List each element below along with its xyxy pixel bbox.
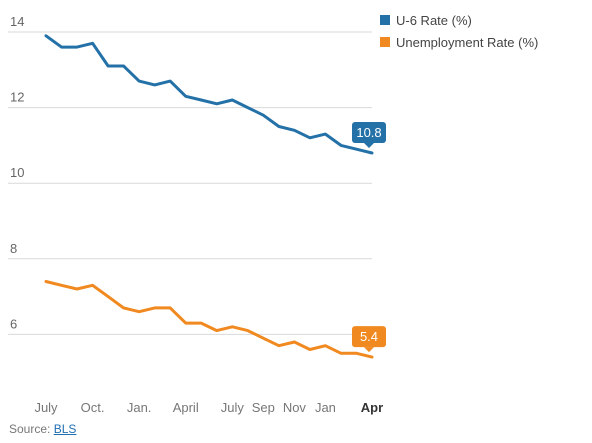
series-lines (44, 34, 374, 359)
legend-label-unemployment: Unemployment Rate (%) (396, 34, 539, 50)
x-tick-label-0: July (34, 400, 58, 415)
legend-label-u6: U-6 Rate (%) (396, 12, 472, 28)
end-label-box-1 (352, 326, 386, 348)
x-tick-label-8: Apr (361, 400, 383, 415)
end-label-pointer-0 (364, 142, 374, 148)
legend-swatch-unemployment (380, 37, 390, 47)
legend: U-6 Rate (%) Unemployment Rate (%) (380, 9, 538, 53)
x-tick-label-1: Oct. (81, 400, 105, 415)
series-end-labels: 10.8 5.4 (352, 121, 386, 353)
x-tick-label-4: July (221, 400, 245, 415)
y-axis-ticks: 6 8 10 12 14 (10, 14, 24, 331)
end-label-0: 10.8 (356, 125, 381, 140)
legend-item-u6: U-6 Rate (%) (380, 9, 538, 31)
x-axis-ticks: July Oct. Jan. April July Sep Nov Jan Apr (34, 400, 383, 415)
source-link[interactable]: BLS (53, 422, 77, 436)
y-tick-label-8: 8 (10, 241, 17, 256)
end-label-pointer-1 (364, 347, 374, 353)
y-tick-label-12: 12 (10, 90, 24, 105)
source-prefix: Source: (9, 422, 54, 436)
source-note: Source: BLS (9, 422, 76, 436)
y-tick-label-14: 14 (10, 14, 24, 29)
end-label-1: 5.4 (360, 329, 378, 344)
series-line-0 (44, 34, 374, 155)
end-label-box-0 (352, 121, 386, 143)
gridlines (8, 31, 372, 335)
x-tick-label-3: April (173, 400, 199, 415)
x-tick-label-5: Sep (252, 400, 275, 415)
y-tick-label-6: 6 (10, 316, 17, 331)
x-tick-label-2: Jan. (127, 400, 152, 415)
y-tick-label-10: 10 (10, 165, 24, 180)
x-tick-label-7: Jan (315, 400, 336, 415)
legend-item-unemployment: Unemployment Rate (%) (380, 31, 538, 53)
series-line-1 (44, 280, 374, 359)
legend-swatch-u6 (380, 15, 390, 25)
x-tick-label-6: Nov (283, 400, 307, 415)
